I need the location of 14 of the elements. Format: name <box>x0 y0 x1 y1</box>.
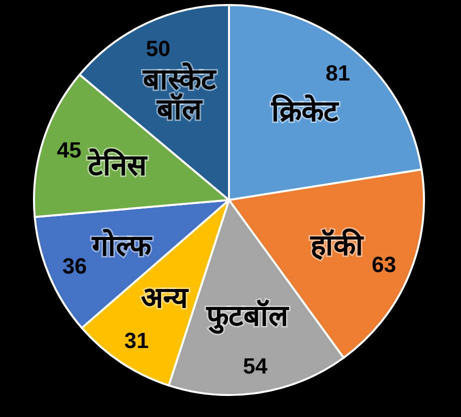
slice-label: अन्य <box>140 280 189 315</box>
data-label: 31 <box>124 328 149 353</box>
slice-label: बास्केट बॉल <box>142 62 218 126</box>
data-label: 36 <box>62 254 87 279</box>
data-label: 45 <box>56 138 82 163</box>
data-label: 63 <box>372 252 396 278</box>
slice-label: क्रिकेट <box>270 94 340 128</box>
data-label: 81 <box>326 60 350 86</box>
slice-label: टेनिस <box>86 148 148 182</box>
slice-label: हॉकी <box>310 228 365 262</box>
slice-label: गोल्फ <box>90 228 153 263</box>
slice-label: फुटबॉल <box>205 298 290 335</box>
data-label: 54 <box>242 354 268 379</box>
data-label: 50 <box>146 36 170 62</box>
